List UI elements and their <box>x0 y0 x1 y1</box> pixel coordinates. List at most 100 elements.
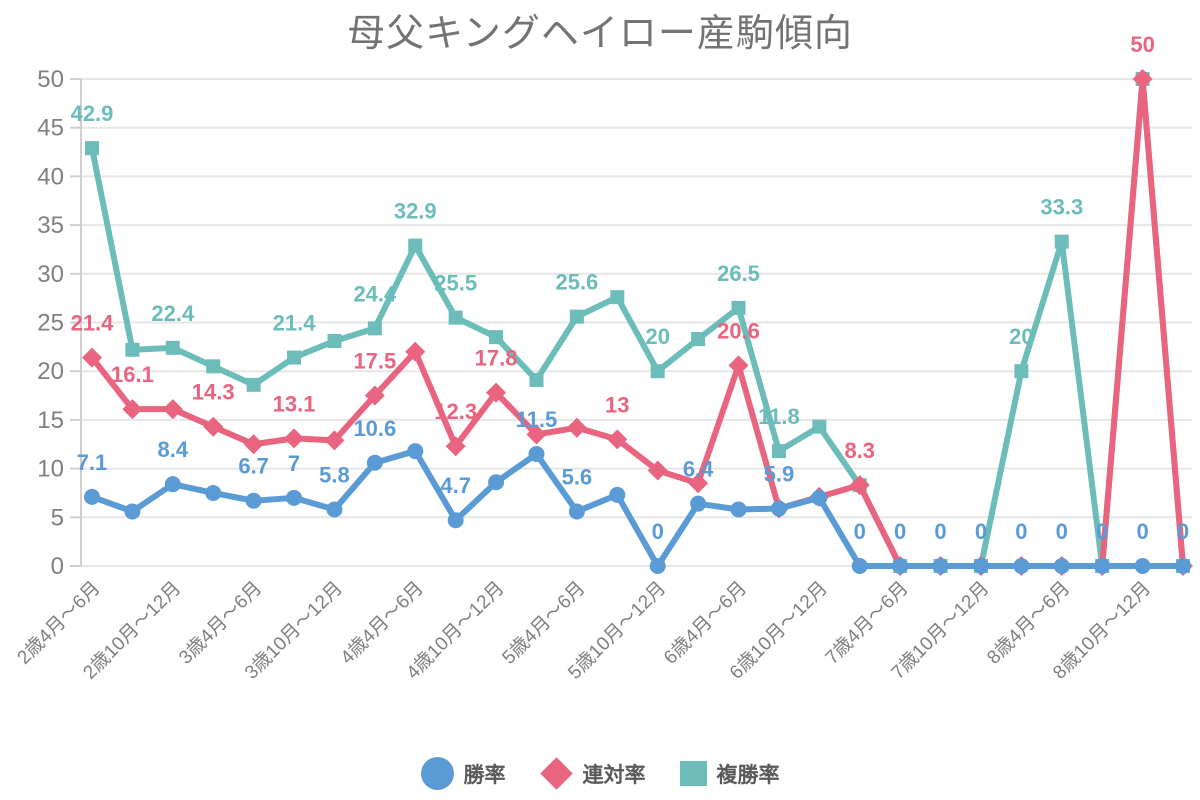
y-tick-label: 10 <box>37 456 64 483</box>
y-tick-label: 0 <box>51 553 64 580</box>
show-rate-data-label: 32.9 <box>394 199 437 224</box>
win-rate-data-label: 6.7 <box>238 454 269 479</box>
win-rate-point <box>568 503 585 520</box>
quinella-rate-point <box>1132 69 1153 89</box>
win-rate-data-label: 10.6 <box>353 416 396 441</box>
win-rate-point <box>1053 558 1070 574</box>
show-rate-point <box>529 372 544 387</box>
show-rate-point <box>206 359 221 374</box>
y-tick-label: 15 <box>37 407 64 434</box>
quinella-rate-data-label: 20.6 <box>717 318 760 343</box>
win-rate-data-label: 0 <box>1096 519 1108 544</box>
legend-item-win-rate[interactable]: 勝率 <box>420 757 506 790</box>
show-rate-point <box>812 419 827 434</box>
show-rate-data-label: 33.3 <box>1040 195 1083 220</box>
show-rate-line <box>89 76 1186 569</box>
y-tick-label: 45 <box>37 115 64 142</box>
show-rate-data-label: 11.8 <box>758 404 800 429</box>
quinella-rate-data-label: 14.3 <box>192 380 235 405</box>
win-rate-data-label: 5.6 <box>562 464 593 489</box>
show-rate-point <box>448 310 463 325</box>
x-tick-label: 5歳4月～6月 <box>498 577 590 669</box>
chart-title: 母父キングヘイロー産駒傾向 <box>347 13 853 55</box>
quinella-rate-point <box>445 436 466 457</box>
series-win-rate: 7.1 8.4 6.7 7 5.810.6 4.7 11.5 5.6 0 6.4 5.9 0 0 0 0 0 0… <box>77 407 1191 574</box>
show-rate-data-label: 25.5 <box>434 271 477 296</box>
win-rate-legend-marker <box>420 757 454 790</box>
win-rate-line <box>89 448 1186 569</box>
win-rate-point <box>972 558 989 574</box>
show-rate-point <box>327 334 342 349</box>
quinella-rate-point <box>526 424 547 445</box>
win-rate-point <box>164 476 181 493</box>
win-rate-point <box>1094 558 1111 574</box>
quinella-rate-data-label: 17.5 <box>353 349 396 374</box>
quinella-rate-legend-marker <box>539 757 573 790</box>
series-quinella-rate: 21.4 16.1 14.3 13.1 17.5 12.3 17.8 13 20.6 8.3 50 <box>71 32 1193 576</box>
legend-label: 複勝率 <box>716 763 780 787</box>
win-rate-point <box>892 558 909 574</box>
win-rate-data-label: 0 <box>975 519 987 544</box>
win-rate-point <box>447 512 464 529</box>
y-tick-label: 50 <box>37 66 64 93</box>
y-tick-label: 40 <box>37 163 64 190</box>
quinella-rate-data-label: 17.8 <box>475 346 518 371</box>
x-tick-label: 6歳4月～6月 <box>659 577 751 669</box>
y-tick-label: 25 <box>37 310 64 337</box>
win-rate-point <box>286 489 303 506</box>
show-rate-data-label: 24.4 <box>353 281 397 306</box>
x-tick-label: 8歳4月～6月 <box>983 577 1075 669</box>
legend-label: 連対率 <box>582 763 646 787</box>
win-rate-point <box>730 501 747 518</box>
win-rate-point <box>407 443 424 460</box>
win-rate-data-label: 6.4 <box>683 457 714 482</box>
y-tick-label: 20 <box>37 358 64 385</box>
win-rate-point <box>609 486 626 503</box>
quinella-rate-data-label: 12.3 <box>434 399 477 424</box>
show-rate-data-label: 20 <box>645 324 669 349</box>
quinella-rate-point <box>728 355 749 376</box>
win-rate-point <box>528 445 545 462</box>
win-rate-point <box>649 558 666 574</box>
quinella-rate-data-label: 21.4 <box>71 311 115 336</box>
line-chart: 0 5 10 15 20 25 30 35 40 45 50 2歳4月～6月2歳10月～12月3歳4月… <box>13 32 1193 684</box>
x-tick-label: 2歳4月～6月 <box>13 577 105 669</box>
win-rate-point <box>1175 558 1191 574</box>
win-rate-data-label: 11.5 <box>516 407 558 432</box>
win-rate-data-label: 0 <box>1136 519 1148 544</box>
legend-item-quinella-rate[interactable]: 連対率 <box>539 757 646 790</box>
series-show-rate: 42.9 22.4 21.4 24.4 32.9 25.5 25.6 20 26.5 11.8 20… <box>71 72 1190 573</box>
win-rate-data-label: 8.4 <box>158 437 189 462</box>
quinella-rate-point <box>405 341 426 362</box>
win-rate-data-label: 0 <box>854 519 866 544</box>
show-rate-point <box>489 330 504 345</box>
show-rate-point <box>650 364 665 379</box>
quinella-rate-point <box>122 399 143 420</box>
win-rate-data-label: 7 <box>288 451 300 476</box>
show-rate-point <box>610 290 625 305</box>
quinella-rate-data-label: 13 <box>605 392 629 417</box>
win-rate-point <box>488 474 505 491</box>
win-rate-point <box>124 503 141 520</box>
show-rate-data-label: 22.4 <box>151 301 195 326</box>
show-rate-point <box>246 377 261 392</box>
x-axis-labels: 2歳4月～6月2歳10月～12月3歳4月～6月3歳10月～12月4歳4月～6月4… <box>13 577 1155 684</box>
legend-item-show-rate[interactable]: 複勝率 <box>679 759 780 789</box>
win-rate-data-label: 0 <box>1056 519 1068 544</box>
y-gridlines: 0 5 10 15 20 25 30 35 40 45 50 <box>37 66 1192 580</box>
legend-label: 勝率 <box>463 763 506 787</box>
win-rate-point <box>84 488 100 505</box>
show-rate-legend-marker <box>679 761 707 786</box>
y-tick-label: 5 <box>51 504 64 531</box>
win-rate-point <box>811 489 828 506</box>
win-rate-data-label: 0 <box>652 519 664 544</box>
win-rate-point <box>932 558 949 574</box>
quinella-rate-data-label: 8.3 <box>844 438 875 463</box>
show-rate-point <box>367 321 382 336</box>
show-rate-point <box>125 342 140 357</box>
quinella-rate-point <box>688 473 709 494</box>
win-rate-data-label: 0 <box>1015 519 1027 544</box>
show-rate-point <box>569 309 584 324</box>
show-rate-point <box>1054 234 1069 249</box>
